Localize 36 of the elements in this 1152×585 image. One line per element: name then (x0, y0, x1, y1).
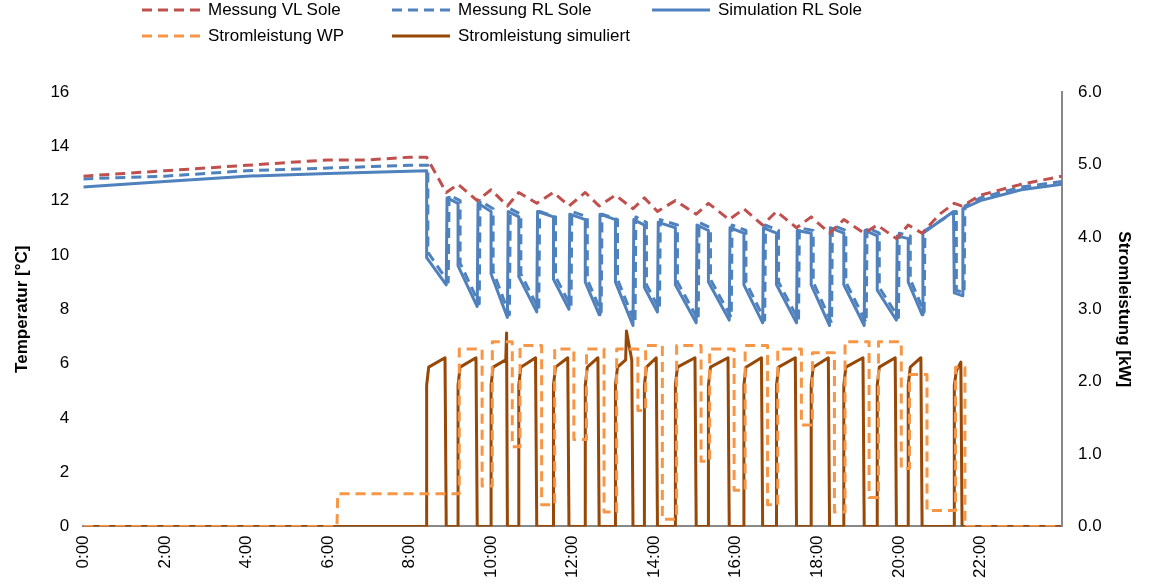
x-tick-label: 14:00 (643, 535, 663, 579)
legend-label: Stromleistung simuliert (458, 26, 630, 46)
x-tick-label: 12:00 (562, 535, 582, 579)
legend-label: Simulation RL Sole (718, 0, 862, 20)
y2-tick-label: 3.0 (1077, 298, 1102, 318)
x-tick-label: 16:00 (725, 535, 745, 579)
y-tick-label: 6 (59, 353, 70, 373)
legend-label: Messung RL Sole (458, 0, 592, 20)
x-tick-label: 4:00 (236, 535, 256, 569)
legend-label: Stromleistung WP (208, 26, 345, 46)
x-tick-label: 0:00 (73, 535, 92, 569)
y2-axis-title: Stromleistung [kW] (1115, 231, 1135, 388)
y2-tick-label: 5.0 (1077, 154, 1102, 174)
y-tick-label: 12 (50, 190, 70, 210)
line-series (83, 155, 1062, 241)
y-tick-label: 4 (59, 407, 70, 427)
y2-tick-label: 4.0 (1077, 226, 1102, 246)
y2-tick-label: 6.0 (1077, 81, 1102, 101)
y-tick-label: 0 (59, 516, 70, 536)
x-tick-label: 8:00 (399, 535, 419, 569)
x-tick-label: 6:00 (317, 535, 337, 569)
x-tick-label: 2:00 (154, 535, 174, 569)
y2-tick-label: 2.0 (1077, 371, 1102, 391)
x-tick-label: 10:00 (480, 535, 500, 579)
x-tick-label: 18:00 (806, 535, 826, 579)
y2-tick-label: 0.0 (1077, 516, 1102, 536)
y-tick-label: 2 (59, 461, 70, 481)
y-axis-title: Temperatur [°C] (11, 245, 31, 373)
legend-label: Messung VL Sole (208, 0, 341, 20)
y-tick-label: 10 (50, 244, 70, 264)
y-tick-label: 14 (50, 135, 70, 155)
y-tick-label: 8 (59, 298, 70, 318)
x-tick-label: 22:00 (970, 535, 990, 579)
y-tick-label: 16 (50, 81, 70, 101)
x-tick-label: 20:00 (888, 535, 908, 579)
y2-tick-label: 1.0 (1077, 443, 1102, 463)
